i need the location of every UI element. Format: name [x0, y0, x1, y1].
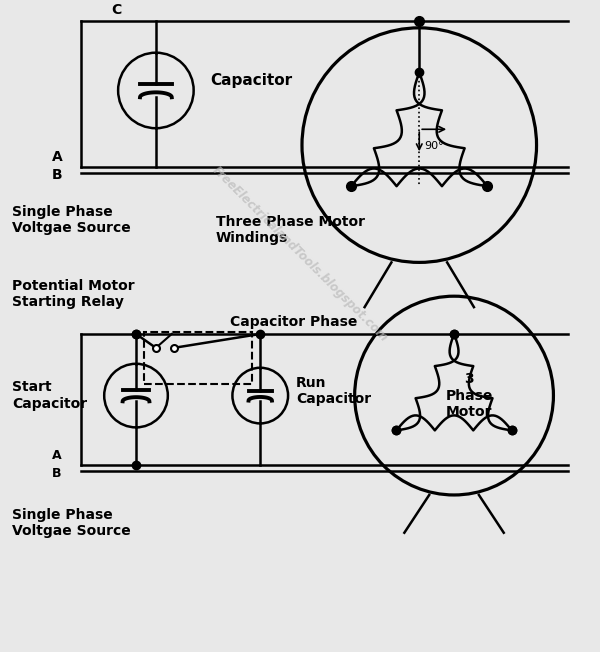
Text: A: A — [52, 150, 62, 164]
Text: Capacitor Phase: Capacitor Phase — [230, 315, 358, 329]
Text: Single Phase
Voltgae Source: Single Phase Voltgae Source — [12, 508, 131, 538]
Text: FreeElectricalandTools.blogspot.com: FreeElectricalandTools.blogspot.com — [209, 164, 391, 345]
Bar — [144, 332, 252, 383]
Text: A: A — [52, 449, 61, 462]
Text: 90°: 90° — [424, 141, 444, 151]
Text: B: B — [52, 467, 61, 480]
Text: Three Phase Motor
Windings: Three Phase Motor Windings — [215, 215, 365, 244]
Text: Capacitor: Capacitor — [211, 73, 293, 88]
Text: C: C — [111, 3, 121, 17]
Text: 3
Phase
Motor: 3 Phase Motor — [445, 372, 493, 419]
Text: Potential Motor
Starting Relay: Potential Motor Starting Relay — [12, 279, 134, 309]
Text: Run
Capacitor: Run Capacitor — [296, 376, 371, 406]
Text: Start
Capacitor: Start Capacitor — [12, 381, 87, 411]
Text: B: B — [52, 168, 62, 182]
Text: Single Phase
Voltgae Source: Single Phase Voltgae Source — [12, 205, 131, 235]
